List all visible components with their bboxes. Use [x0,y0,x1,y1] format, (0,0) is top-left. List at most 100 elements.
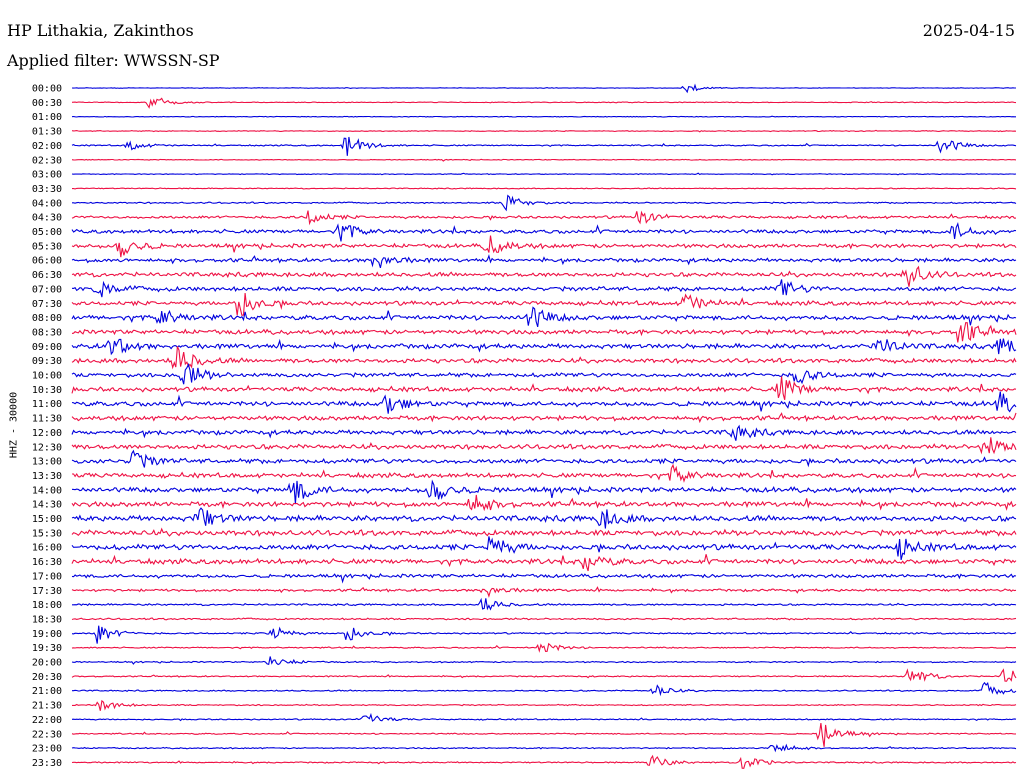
trace-row [71,172,1017,176]
trace-row [71,668,1017,682]
row-time-label: 07:30 [32,299,62,310]
record-date: 2025-04-15 [922,21,1015,40]
row-time-label: 19:00 [32,629,62,640]
trace-row [72,699,1017,711]
applied-filter: Applied filter: WWSSN-SP [7,51,220,70]
row-time-label: 04:00 [32,198,62,209]
row-time-label: 02:30 [32,155,62,166]
trace-row [71,210,1017,226]
row-time-label: 06:00 [32,256,62,267]
row-time-label: 03:30 [32,184,62,195]
trace-row [71,254,1017,269]
trace-row [71,221,1017,242]
row-time-label: 05:30 [32,241,62,252]
trace-row [71,554,1017,572]
trace-row [71,293,1017,316]
trace-row [71,83,1016,94]
row-time-label: 18:30 [32,614,62,625]
row-time-label: 23:00 [32,744,62,755]
trace-row [71,235,1017,258]
row-time-label: 17:00 [32,571,62,582]
row-time-label: 08:00 [32,313,62,324]
row-time-label: 07:00 [32,284,62,295]
row-time-label: 22:00 [32,715,62,726]
row-time-label: 11:30 [32,414,62,425]
row-time-label: 23:30 [32,758,62,769]
row-time-label: 16:00 [32,543,62,554]
row-time-label: 11:00 [32,399,62,410]
trace-row [71,136,1017,156]
trace-row [71,279,1017,298]
trace-row [71,437,1017,455]
trace-row [71,346,1017,370]
row-time-label: 10:00 [32,371,62,382]
trace-row [71,306,1017,328]
trace-row [71,712,1017,722]
trace-row [72,681,1017,697]
row-time-label: 12:00 [32,428,62,439]
trace-row [71,536,1017,561]
trace-row [71,586,1017,598]
row-time-label: 01:00 [32,112,62,123]
trace-row [72,463,1017,483]
row-time-label: 12:30 [32,442,62,453]
row-time-label: 19:30 [32,643,62,654]
row-time-label: 15:30 [32,528,62,539]
row-time-label: 00:30 [32,98,62,109]
row-time-label: 21:30 [32,701,62,712]
row-time-label: 15:00 [32,514,62,525]
row-time-label: 05:00 [32,227,62,238]
trace-row [71,479,1017,504]
row-time-label: 03:00 [32,170,62,181]
row-time-label: 04:30 [32,213,62,224]
trace-row [71,338,1017,356]
row-time-label: 21:00 [32,686,62,697]
trace-row [71,412,1017,424]
trace-row [71,625,1017,644]
row-time-label: 14:00 [32,485,62,496]
row-time-label: 06:30 [32,270,62,281]
trace-row [71,115,1016,118]
trace-row [71,527,1017,538]
row-time-label: 13:00 [32,457,62,468]
trace-row [71,362,1017,385]
trace-row [71,265,1017,287]
trace-row [72,187,1017,190]
trace-row [71,507,1017,529]
row-time-label: 22:30 [32,729,62,740]
trace-row [71,376,1017,400]
row-time-label: 20:30 [32,672,62,683]
trace-row [71,573,1017,584]
trace-row [71,642,1017,653]
trace-row [71,424,1017,441]
trace-row [71,494,1017,512]
station-name: HP Lithakia, Zakinthos [7,21,194,40]
trace-row [71,158,1017,162]
trace-row [71,723,1017,747]
trace-row [71,129,1017,133]
row-time-label: 02:00 [32,141,62,152]
row-time-label: 09:00 [32,342,62,353]
time-row-labels: 00:00 00:30 01:00 01:30 02:00 02:30 03:00 03:30… [32,84,62,769]
row-time-label: 18:00 [32,600,62,611]
trace-row [71,754,1017,769]
trace-row [71,656,1017,666]
trace-row [72,597,1017,611]
row-time-label: 17:30 [32,586,62,597]
trace-row [71,391,1017,414]
channel-label: HHZ - 30000 [8,391,20,459]
trace-row [71,617,1017,621]
row-time-label: 10:30 [32,385,62,396]
trace-row [71,449,1017,468]
trace-row [72,194,1017,212]
row-time-label: 20:00 [32,658,62,669]
trace-row [71,97,1017,109]
row-time-label: 16:30 [32,557,62,568]
trace-row [71,743,1017,753]
trace-row [71,322,1017,343]
seismic-traces [71,83,1017,769]
row-time-label: 01:30 [32,127,62,138]
row-time-label: 08:30 [32,327,62,338]
row-time-label: 09:30 [32,356,62,367]
